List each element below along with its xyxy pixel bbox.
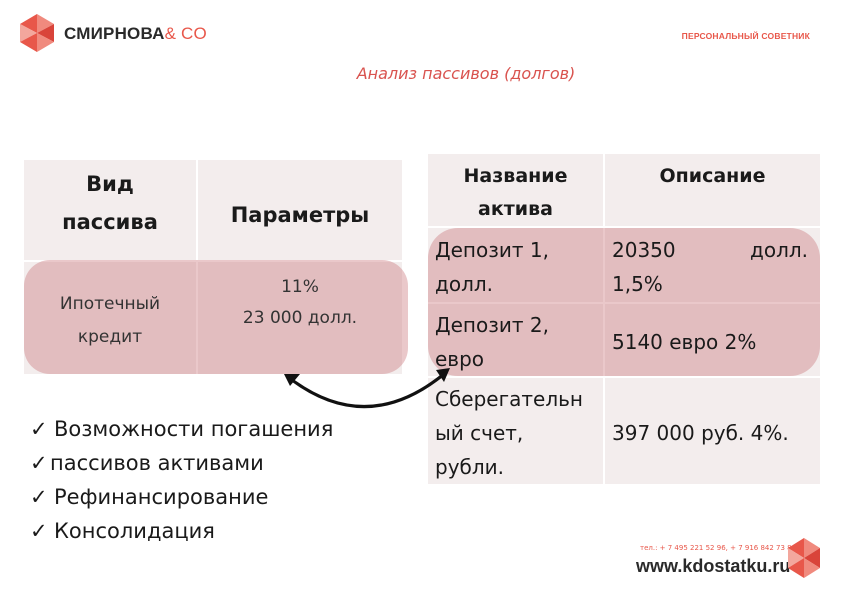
- footer-site[interactable]: www.kdostatku.ru: [636, 556, 791, 576]
- liability-row-highlight: [24, 260, 408, 374]
- logo-icon: [20, 14, 54, 52]
- advisor-label: ПЕРСОНАЛЬНЫЙ СОВЕТНИК: [681, 31, 810, 41]
- asset-desc-deposit1-rate: 1,5%: [612, 272, 663, 296]
- asset-desc-deposit2: 5140 евро 2%: [612, 330, 757, 354]
- checkmark-icon: ✓: [30, 451, 48, 475]
- checkmark-icon: ✓: [30, 519, 48, 543]
- liabilities-header-type-line2: пассива: [62, 210, 158, 234]
- assets-header-desc: Описание: [659, 165, 766, 187]
- checklist: ✓ Возможности погашения ✓ пассивов активам…: [30, 412, 333, 548]
- checkmark-icon: ✓: [30, 485, 48, 509]
- liabilities-header-type: Вид: [86, 172, 134, 196]
- asset-desc-savings: 397 000 руб. 4%.: [612, 421, 789, 445]
- liability-params-cell: 11% 23 000 долл.: [242, 277, 358, 328]
- page-title: Анализ пассивов (долгов): [356, 64, 576, 83]
- checklist-item: ✓ Рефинансирование: [30, 480, 333, 514]
- assets-header-name: Название актива: [463, 165, 568, 220]
- liability-type-cell: Ипотечный кредит: [59, 294, 161, 347]
- liabilities-table: [24, 160, 402, 374]
- asset-name-savings: Сберегательн ый счет, рубли.: [435, 387, 583, 479]
- assets-rows-highlight: [428, 228, 820, 376]
- checklist-item: ✓ пассивов активами: [30, 446, 333, 480]
- asset-name-deposit2: Депозит 2, евро: [435, 313, 549, 371]
- checkmark-icon: ✓: [30, 417, 48, 441]
- curved-arrow-icon: [284, 368, 450, 409]
- assets-table: [428, 154, 820, 484]
- liabilities-header-params: Параметры: [230, 203, 370, 227]
- brand-name: СМИРНОВА& CO: [64, 24, 207, 43]
- checklist-item: ✓ Консолидация: [30, 514, 333, 548]
- asset-name-deposit1: Депозит 1, долл.: [435, 238, 549, 296]
- footer-phones: тел.: + 7 495 221 52 96, + 7 916 842 73 …: [640, 544, 797, 552]
- checklist-item: ✓ Возможности погашения: [30, 412, 333, 446]
- logo-icon: [788, 538, 820, 578]
